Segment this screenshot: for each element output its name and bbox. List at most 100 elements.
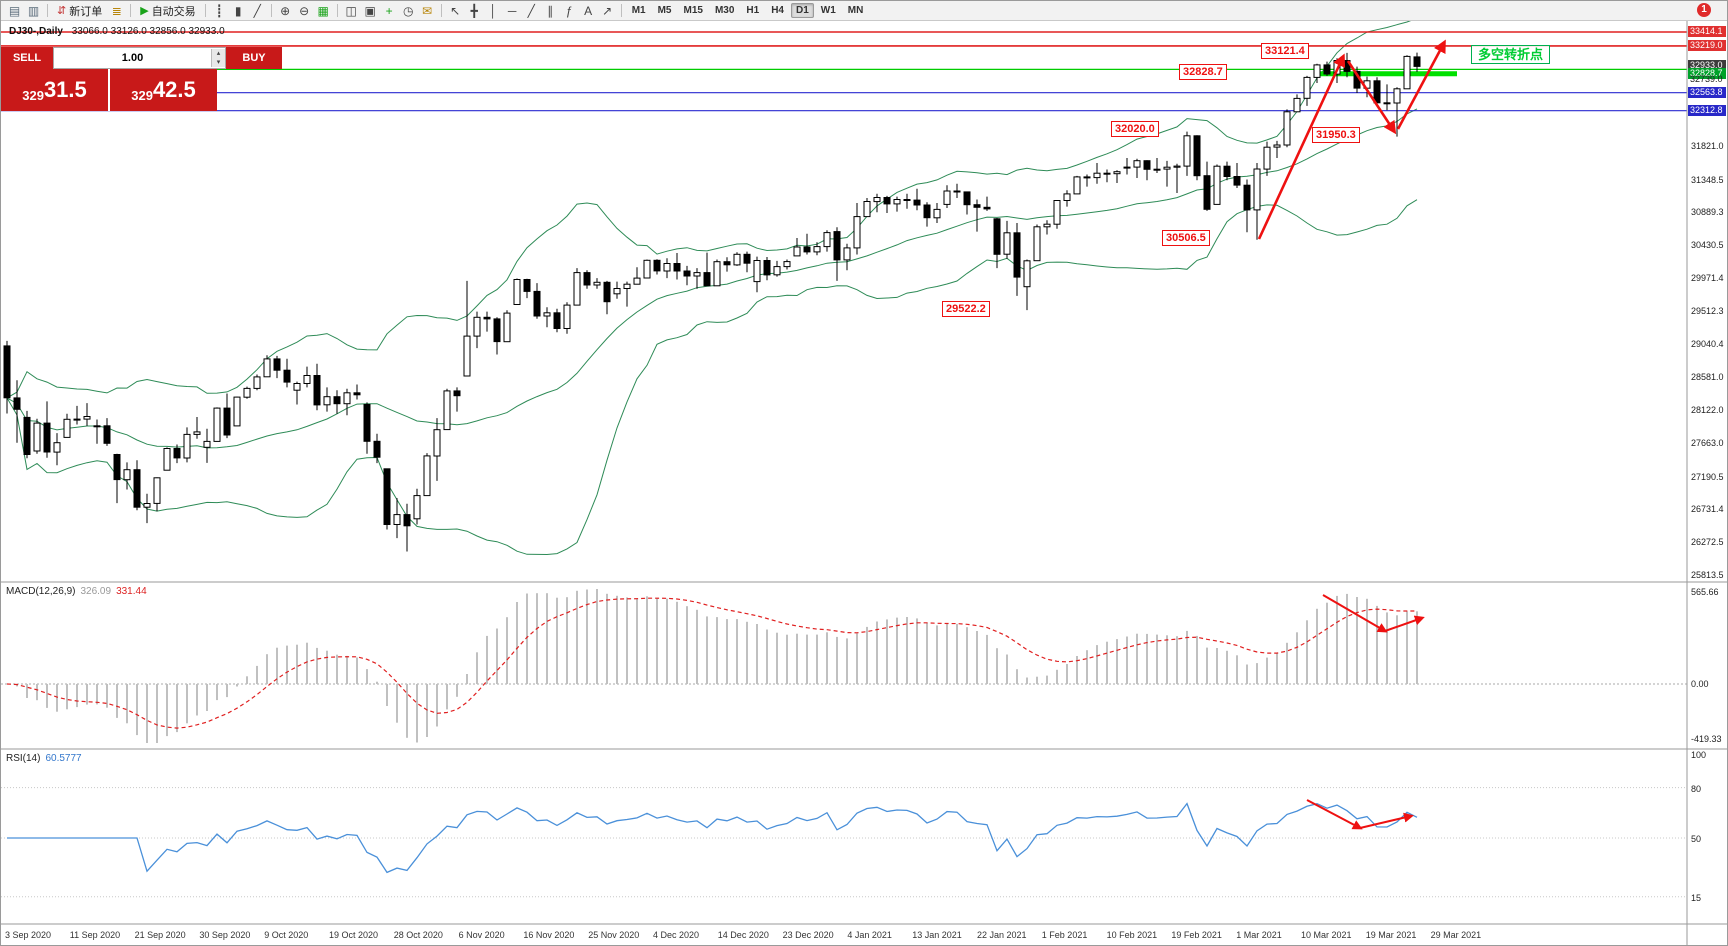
candlestick (383, 468, 391, 525)
timeframe-button-d1[interactable]: D1 (791, 3, 814, 18)
candlestick (1073, 176, 1081, 195)
candlestick (1023, 260, 1031, 288)
candlestick (613, 288, 621, 295)
candlestick (1203, 175, 1211, 210)
candlestick (833, 231, 841, 261)
trend-arrow-object[interactable] (1396, 39, 1446, 130)
price-annotation-label[interactable]: 32020.0 (1111, 121, 1159, 137)
cursor-icon[interactable]: ↖ (446, 2, 465, 19)
price-axis-label: 29512.3 (1691, 305, 1724, 316)
add-indicator-icon[interactable]: + (380, 2, 399, 19)
tick-chart-icon[interactable]: ▥ (24, 2, 43, 19)
toolbar-separator (204, 4, 206, 17)
depth-of-market-icon[interactable]: ≣ (107, 2, 126, 19)
horizontal-line-icon[interactable]: ─ (503, 2, 522, 19)
buy-price[interactable]: 329 42.5 (110, 69, 217, 111)
time-axis-label: 10 Feb 2021 (1106, 930, 1158, 940)
price-axis-label: 31821.0 (1691, 140, 1724, 151)
zoom-in-icon[interactable]: ⊕ (276, 2, 295, 19)
macd-value-main: 326.09 (80, 586, 112, 597)
price-axis-label: 27663.0 (1691, 437, 1724, 448)
bollinger-upper-band (6, 17, 1418, 399)
sell-price[interactable]: 329 31.5 (1, 69, 108, 111)
chart-window-icon[interactable]: ▤ (5, 2, 24, 19)
price-annotation-label[interactable]: 29522.2 (942, 301, 990, 317)
macd-arrow-object[interactable] (1384, 615, 1425, 632)
fibonacci-icon[interactable]: ƒ (560, 2, 579, 19)
timeframe-button-m5[interactable]: M5 (657, 5, 672, 16)
candlestick (243, 387, 251, 398)
rsi-arrow-object[interactable] (1359, 812, 1414, 829)
price-annotation-label[interactable]: 31950.3 (1312, 127, 1360, 143)
candlestick (443, 390, 451, 431)
candlestick (1173, 165, 1181, 168)
mail-icon-glyph: ✉ (422, 3, 433, 18)
candlestick (1163, 166, 1171, 170)
price-line-label: 32312.8 (1688, 104, 1726, 116)
text-label-icon-glyph: A (584, 3, 593, 18)
candlestick (1103, 172, 1111, 175)
new-order-button[interactable]: ⇵ 新订单 (52, 2, 107, 19)
candlestick (873, 197, 881, 203)
cascade-windows-icon-glyph: ▣ (364, 3, 376, 18)
price-prefix: 329 (131, 88, 153, 103)
lot-size-input[interactable] (54, 51, 211, 65)
timeframe-button-m15[interactable]: M15 (683, 5, 703, 16)
cascade-windows-icon[interactable]: ▣ (361, 2, 380, 19)
candlestick (73, 418, 81, 421)
candlestick (683, 270, 691, 277)
macd-arrow-object[interactable] (1322, 594, 1388, 633)
trend-arrow-object[interactable] (1346, 60, 1397, 135)
trend-arrow-object[interactable] (1257, 53, 1346, 240)
auto-scroll-icon[interactable]: ▦ (314, 2, 333, 19)
candlestick (553, 312, 561, 329)
timeframe-button-w1[interactable]: W1 (820, 5, 836, 16)
trendline-icon[interactable]: ╱ (522, 2, 541, 19)
toolbar: ▤ ▥ ⇵ 新订单 ≣ ▶ 自动交易 ┋ ▮ ╱ ⊕ ⊖ ▦ ◫ ▣ + ◷ ✉ ↖ ╋ │ ─ ╱ ∥ ƒ A ↗ M1 M5 M15 M… (1, 1, 1727, 21)
macd-axis-label: 565.66 (1691, 587, 1719, 597)
equidistant-channel-icon[interactable]: ∥ (541, 2, 560, 19)
lot-decrease-button[interactable]: ▾ (212, 58, 225, 67)
timeframe-button-mn[interactable]: MN (847, 5, 864, 16)
zoom-in-icon-glyph: ⊕ (280, 3, 291, 18)
tile-windows-icon[interactable]: ◫ (342, 2, 361, 19)
bar-chart-icon[interactable]: ┋ (210, 2, 229, 19)
buy-button[interactable]: BUY (226, 47, 282, 69)
lot-increase-button[interactable]: ▴ (212, 49, 225, 58)
candlestick (903, 199, 911, 201)
line-chart-icon[interactable]: ╱ (248, 2, 267, 19)
period-icon[interactable]: ◷ (399, 2, 418, 19)
candlestick (813, 246, 821, 253)
price-annotation-label[interactable]: 30506.5 (1162, 230, 1210, 246)
rsi-arrow-object[interactable] (1306, 799, 1363, 830)
macd-axis-label: 0.00 (1691, 678, 1709, 689)
timeframe-button-h4[interactable]: H4 (771, 5, 784, 16)
zoom-out-icon[interactable]: ⊖ (295, 2, 314, 19)
turning-point-annotation[interactable]: 多空转折点 (1471, 45, 1551, 64)
candlestick-chart-icon[interactable]: ▮ (229, 2, 248, 19)
notification-badge[interactable]: 1 (1697, 3, 1711, 17)
rsi-value: 60.5777 (45, 753, 82, 764)
candlestick (203, 440, 211, 448)
autotrading-button[interactable]: ▶ 自动交易 (135, 2, 200, 19)
candlestick (453, 390, 461, 397)
chart-title: DJ30-,Daily 33066.0 33126.0 32856.0 3293… (9, 26, 225, 37)
time-axis-label: 14 Dec 2020 (717, 930, 769, 940)
timeframe-button-m1[interactable]: M1 (631, 5, 646, 16)
lot-size-field[interactable]: ▴ ▾ (53, 47, 226, 69)
text-label-icon[interactable]: A (579, 2, 598, 19)
price-pips: 31.5 (43, 77, 87, 102)
candlestick (603, 281, 611, 303)
vertical-line-icon[interactable]: │ (484, 2, 503, 19)
sell-button[interactable]: SELL (1, 47, 53, 69)
timeframe-button-h1[interactable]: H1 (746, 5, 760, 16)
mail-icon[interactable]: ✉ (418, 2, 437, 19)
price-annotation-label[interactable]: 32828.7 (1179, 64, 1227, 80)
candlestick (843, 247, 851, 261)
candlestick (1303, 76, 1311, 99)
timeframe-button-m30[interactable]: M30 (714, 5, 735, 16)
price-annotation-label[interactable]: 33121.4 (1261, 43, 1309, 59)
arrows-tool-icon[interactable]: ↗ (598, 2, 617, 19)
crosshair-icon[interactable]: ╋ (465, 2, 484, 19)
